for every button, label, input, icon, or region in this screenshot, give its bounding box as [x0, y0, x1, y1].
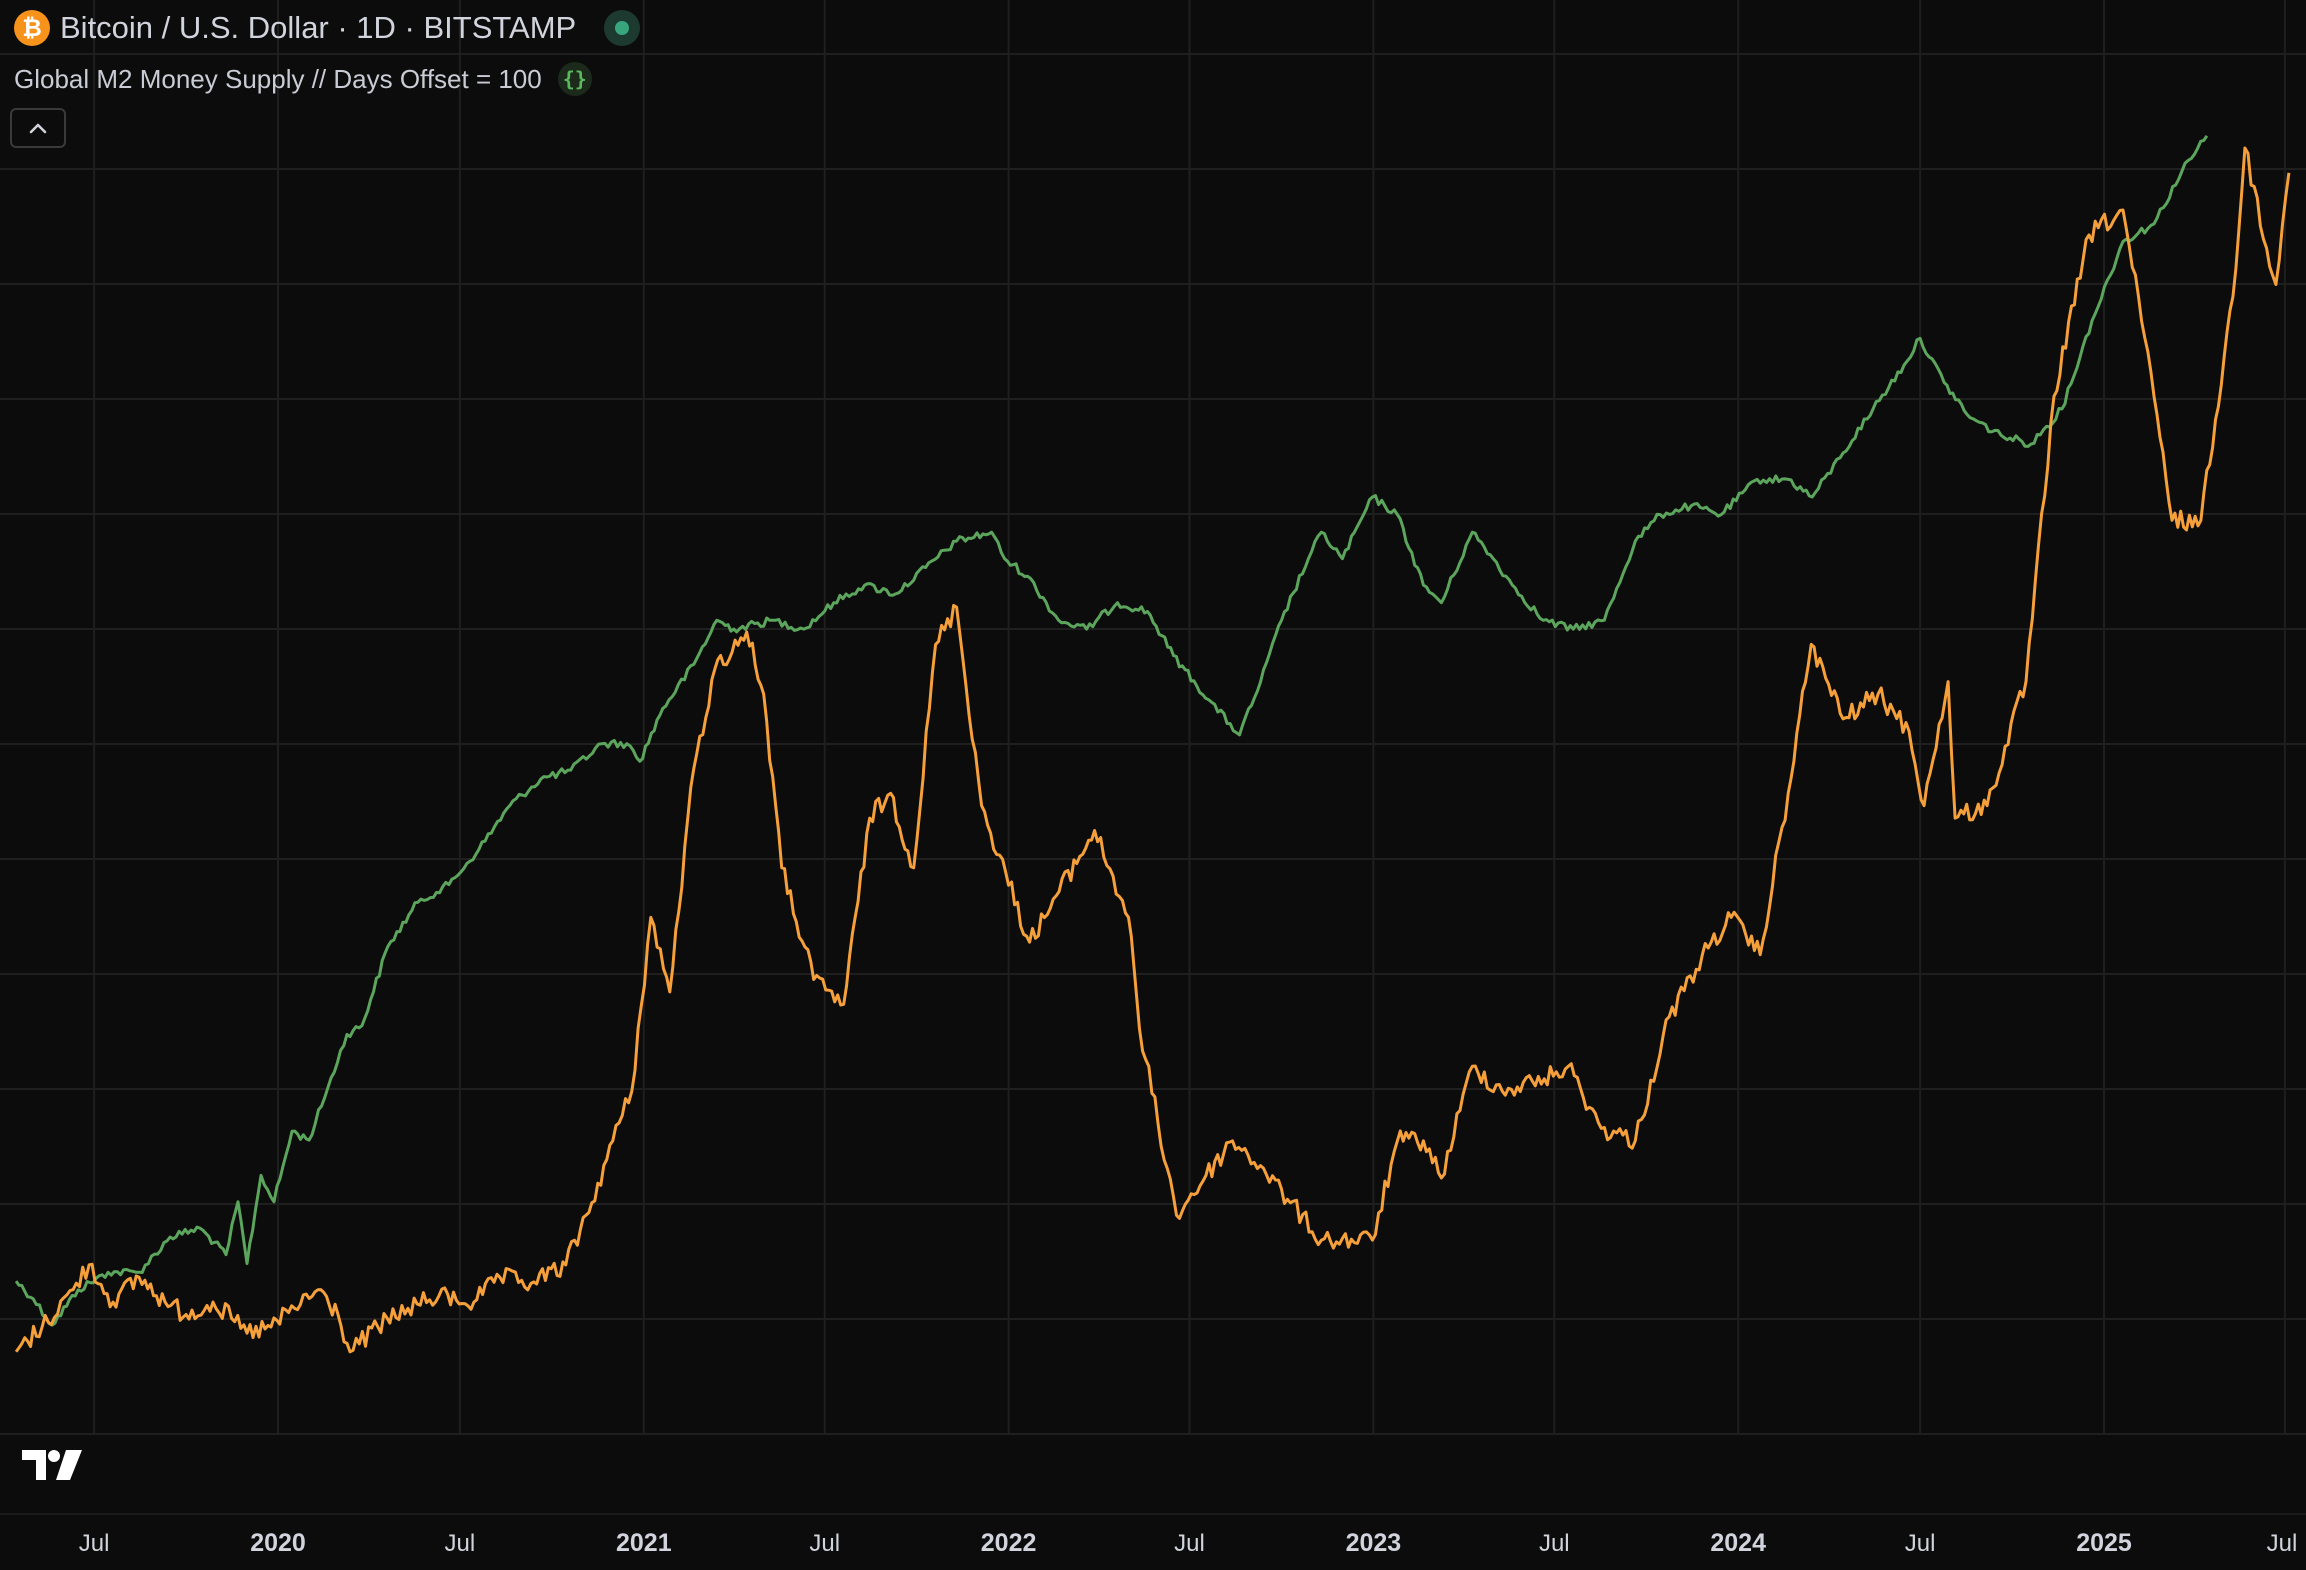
btc-price-line — [14, 146, 2291, 1354]
x-tick-label: Jul — [79, 1530, 110, 1557]
x-tick-label: Jul — [1174, 1530, 1205, 1557]
code-braces-icon[interactable]: {} — [557, 62, 592, 96]
x-tick-label: Jul — [1905, 1530, 1936, 1557]
x-tick-label: 2024 — [1710, 1529, 1766, 1557]
x-tick-label: Jul — [1539, 1530, 1570, 1557]
bitcoin-icon: ₿ — [14, 10, 50, 46]
market-status-icon[interactable] — [604, 10, 641, 46]
global-m2-line — [14, 134, 2209, 1327]
indicator-name[interactable]: Global M2 Money Supply // Days Offset = … — [14, 63, 542, 94]
x-tick-label: 2023 — [1346, 1529, 1402, 1557]
tradingview-logo[interactable] — [22, 1450, 84, 1487]
tradingview-logo-icon — [22, 1450, 82, 1480]
chart-series — [14, 134, 2291, 1354]
symbol-legend[interactable]: ₿ Bitcoin / U.S. Dollar · 1D · BITSTAMP — [14, 10, 641, 46]
symbol-title[interactable]: Bitcoin / U.S. Dollar · 1D · BITSTAMP — [60, 10, 577, 45]
indicator-legend[interactable]: Global M2 Money Supply // Days Offset = … — [14, 62, 592, 96]
collapse-legend-button[interactable] — [10, 108, 66, 148]
x-tick-label: 2025 — [2076, 1529, 2132, 1557]
x-tick-label: 2022 — [981, 1529, 1037, 1557]
market-status-dot — [615, 21, 630, 35]
x-tick-label: Jul — [445, 1530, 476, 1557]
x-tick-label: 2020 — [250, 1529, 306, 1557]
chart-grid — [0, 0, 2306, 1435]
x-tick-label: Jul — [809, 1530, 840, 1557]
x-tick-label: 2021 — [616, 1529, 672, 1557]
x-tick-label: Jul — [2267, 1530, 2298, 1557]
time-axis[interactable]: Jul 2020 Jul 2021 Jul 2022 Jul 2023 Jul 2024 Jul 20… — [0, 1513, 2306, 1557]
chevron-up-icon — [29, 123, 47, 134]
